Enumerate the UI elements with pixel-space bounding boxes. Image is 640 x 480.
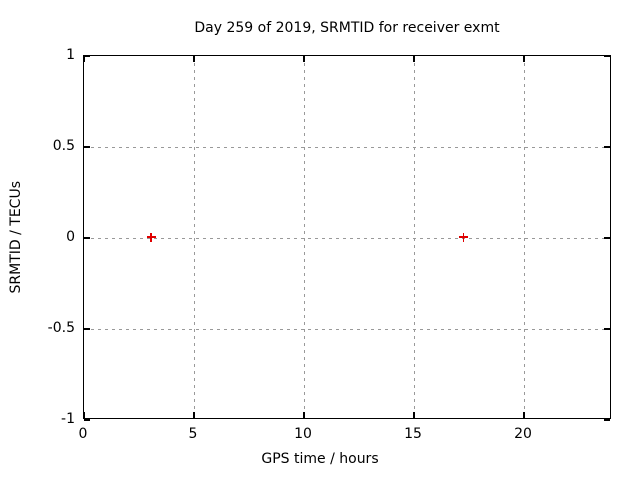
y-tick-label: 0 <box>66 229 75 245</box>
x-tick-mark-top <box>83 56 85 62</box>
grid-line-horizontal <box>84 237 610 239</box>
y-tick-mark-right <box>604 419 610 421</box>
x-tick-mark-top <box>193 56 195 62</box>
x-tick-mark-top <box>523 56 525 62</box>
x-tick-label: 10 <box>294 426 312 442</box>
chart-title: Day 259 of 2019, SRMTID for receiver exm… <box>194 20 500 36</box>
y-tick-label: -0.5 <box>47 320 75 336</box>
y-tick-mark-left <box>84 146 90 148</box>
y-tick-label: 0.5 <box>52 138 75 154</box>
marker-vertical-stroke <box>150 232 152 242</box>
grid-line-horizontal <box>84 146 610 148</box>
x-tick-label: 5 <box>188 426 198 442</box>
x-tick-mark-top <box>303 56 305 62</box>
plot-area <box>83 55 611 421</box>
x-axis-label: GPS time / hours <box>261 451 379 467</box>
y-tick-label: -1 <box>61 411 75 427</box>
y-tick-mark-left <box>84 237 90 239</box>
grid-line-horizontal <box>84 328 610 330</box>
x-tick-mark-bottom <box>523 412 525 418</box>
grid-line-vertical <box>303 56 305 418</box>
grid-line-vertical <box>413 56 415 418</box>
y-tick-mark-left <box>84 419 90 421</box>
marker-vertical-stroke <box>462 232 465 242</box>
x-tick-mark-bottom <box>413 412 415 418</box>
x-tick-mark-bottom <box>83 412 85 418</box>
x-tick-mark-bottom <box>303 412 305 418</box>
grid-line-vertical <box>523 56 525 418</box>
y-tick-mark-right <box>604 146 610 148</box>
x-tick-label: 20 <box>514 426 532 442</box>
x-tick-mark-bottom <box>193 412 195 418</box>
y-tick-mark-right <box>604 55 610 57</box>
y-tick-mark-right <box>604 237 610 239</box>
x-tick-label: 15 <box>404 426 422 442</box>
grid-line-vertical <box>193 56 195 418</box>
y-tick-mark-right <box>604 328 610 330</box>
y-tick-mark-left <box>84 55 90 57</box>
y-tick-label: 1 <box>66 47 75 63</box>
x-tick-mark-top <box>413 56 415 62</box>
y-tick-mark-left <box>84 328 90 330</box>
x-tick-label: 0 <box>78 426 88 442</box>
